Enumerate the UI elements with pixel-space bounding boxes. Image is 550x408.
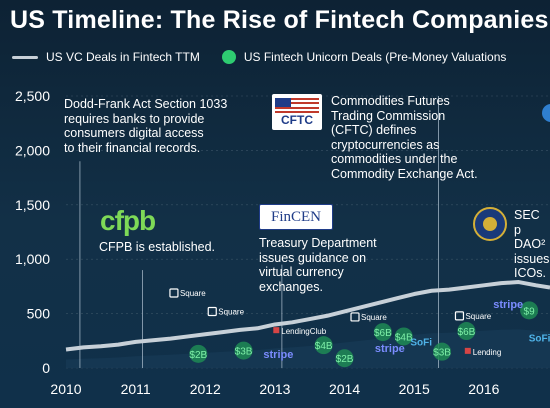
treasury-line: exchanges. (259, 279, 323, 294)
unicorn-dot (189, 344, 208, 363)
unicorn-dot-label: $9 (524, 306, 536, 317)
dodd-frank-line: consumers digital access (64, 126, 204, 140)
company-label: LendingClub (281, 327, 326, 336)
unicorn-dot (520, 301, 539, 320)
fincen-logo-text: FinCEN (270, 208, 321, 225)
unicorn-dot-label: $3B (433, 348, 451, 359)
vc-deals-line (65, 280, 550, 352)
dodd-frank-annotation: Dodd-Frank Act Section 1033 requires ban… (64, 97, 227, 155)
unicorn-dot (457, 322, 476, 341)
cfpb-annotation: CFPB is established. (99, 240, 216, 254)
treasury-line: issues guidance on (259, 250, 367, 265)
unicorn-dot (335, 349, 354, 368)
company-label: stripe (375, 343, 405, 355)
x-tick-label: 2014 (329, 381, 360, 397)
unicorn-dot-label: $6B (374, 328, 392, 339)
unicorn-dot (234, 341, 253, 360)
unicorn-dot-label: $4B (395, 332, 413, 343)
sec-line: issues (514, 251, 550, 266)
y-tick-label: 2,500 (15, 88, 50, 104)
dodd-frank-line: to their financial records. (64, 140, 201, 155)
sec-annotation: SEC p DAO² issues ICOs. (514, 208, 550, 281)
unicorn-dot-label: $2B (336, 354, 354, 365)
legend: US VC Deals in Fintech TTM US Fintech Un… (12, 50, 506, 64)
cftc-line: Commodities Futures (331, 94, 450, 108)
legend-dot-swatch (221, 50, 236, 64)
square-logo-icon (350, 312, 360, 322)
background-area-shape (66, 329, 550, 368)
treasury-annotation: Treasury Department issues guidance on v… (259, 236, 377, 294)
cftc-logo-text: CFTC (281, 112, 313, 127)
cfpb-logo: cfpb (100, 205, 156, 236)
x-tick-label: 2015 (399, 381, 430, 397)
unicorn-dot-label: $4B (315, 341, 333, 352)
treasury-line: Treasury Department (259, 236, 377, 250)
sec-line: SEC p (514, 208, 540, 237)
legend-dot-label: US Fintech Unicorn Deals (Pre-Money Valu… (243, 50, 507, 64)
x-tick-label: 2011 (121, 381, 151, 397)
cftc-line: commodities under the (331, 152, 458, 166)
treasury-line: virtual currency (259, 265, 344, 279)
lendingclub-logo-icon (464, 347, 471, 354)
cftc-logo: CFTC (272, 94, 322, 130)
company-label: Square (180, 289, 206, 298)
unicorn-dot-label: $3B (235, 347, 253, 358)
unicorn-dot-label: $6B (458, 327, 476, 338)
fincen-logo: FinCEN (259, 204, 333, 230)
partial-circle-icon (542, 104, 550, 122)
company-label: stripe (493, 299, 523, 311)
flag-icon (275, 97, 319, 113)
unicorn-dot (314, 336, 333, 355)
sec-seal-icon (473, 207, 507, 241)
y-tick-label: 2,000 (15, 142, 50, 158)
company-label: SoFi (529, 334, 550, 345)
unicorn-dot-label: $2B (189, 350, 207, 361)
unicorn-dot (373, 323, 392, 342)
lendingclub-logo-icon (273, 327, 280, 334)
unicorn-dot (433, 342, 452, 361)
sec-line: DAO² (514, 237, 546, 251)
x-tick-label: 2010 (50, 381, 81, 397)
y-axis-ticks: 2,500 2,000 1,500 1,000 500 0 (15, 88, 50, 376)
legend-line-swatch (12, 55, 38, 59)
unicorn-dots: $2B $3B $4B$2B$6B $4B$3B$6B$9 (189, 301, 539, 368)
y-tick-label: 1,000 (15, 251, 50, 267)
x-tick-label: 2012 (190, 381, 221, 397)
square-logo-icon (169, 288, 179, 298)
x-tick-label: 2013 (259, 381, 290, 397)
dodd-frank-line: Dodd-Frank Act Section 1033 (64, 97, 228, 111)
company-label: Square (218, 308, 244, 317)
x-axis-ticks: 20102011201220132014201520162 (50, 381, 550, 397)
company-markers: SquareSquareLendingClubstripeSquarestrip… (169, 288, 550, 361)
cftc-line: (CFTC) defines (331, 123, 417, 137)
cftc-line: Commodity Exchange Act. (331, 166, 478, 181)
company-label: stripe (263, 349, 293, 361)
cftc-line: cryptocurrencies as (331, 137, 440, 152)
y-tick-label: 500 (27, 306, 51, 322)
x-tick-label: 2016 (468, 381, 499, 397)
cftc-annotation: Commodities Futures Trading Commission (… (331, 94, 478, 181)
company-label: Lending (473, 348, 501, 357)
event-lines (79, 96, 439, 368)
y-tick-label: 0 (42, 360, 50, 376)
company-label: Square (361, 313, 387, 322)
square-logo-icon (207, 306, 217, 317)
unicorn-dot (394, 327, 413, 346)
y-tick-label: 1,500 (15, 197, 50, 213)
square-logo-icon (454, 311, 465, 321)
background-area (66, 329, 550, 368)
chart-title: US Timeline: The Rise of Fintech Compani… (10, 6, 549, 34)
dodd-frank-line: requires banks to provide (64, 111, 205, 126)
company-label: SoFi (410, 337, 432, 348)
line-series (65, 280, 550, 352)
legend-line-label: US VC Deals in Fintech TTM (46, 50, 200, 64)
sec-line: ICOs. (514, 266, 546, 280)
company-label: Square (465, 312, 491, 321)
cftc-line: Trading Commission (331, 108, 446, 123)
